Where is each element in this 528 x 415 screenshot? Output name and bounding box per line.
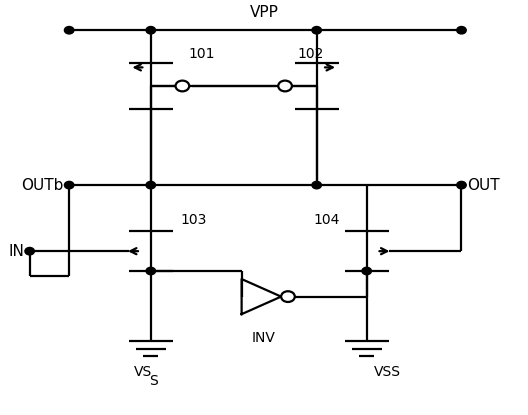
Text: OUTb: OUTb <box>22 178 64 193</box>
Circle shape <box>146 27 156 34</box>
Text: INV: INV <box>252 331 276 345</box>
Text: S: S <box>149 374 158 388</box>
Text: 102: 102 <box>297 47 324 61</box>
Circle shape <box>312 181 322 189</box>
Circle shape <box>312 27 322 34</box>
Text: VSS: VSS <box>374 365 401 379</box>
Circle shape <box>146 267 156 275</box>
Text: 101: 101 <box>188 47 215 61</box>
Circle shape <box>64 181 74 189</box>
Circle shape <box>281 291 295 302</box>
Circle shape <box>362 267 371 275</box>
Circle shape <box>457 181 466 189</box>
Circle shape <box>146 181 156 189</box>
Text: OUT: OUT <box>467 178 499 193</box>
Text: 103: 103 <box>181 213 207 227</box>
Text: VPP: VPP <box>250 5 278 20</box>
Circle shape <box>64 27 74 34</box>
Circle shape <box>25 247 34 255</box>
Circle shape <box>457 27 466 34</box>
Text: IN: IN <box>8 244 24 259</box>
Circle shape <box>175 81 189 91</box>
Circle shape <box>278 81 292 91</box>
Text: 104: 104 <box>313 213 340 227</box>
Text: VS: VS <box>134 365 152 379</box>
